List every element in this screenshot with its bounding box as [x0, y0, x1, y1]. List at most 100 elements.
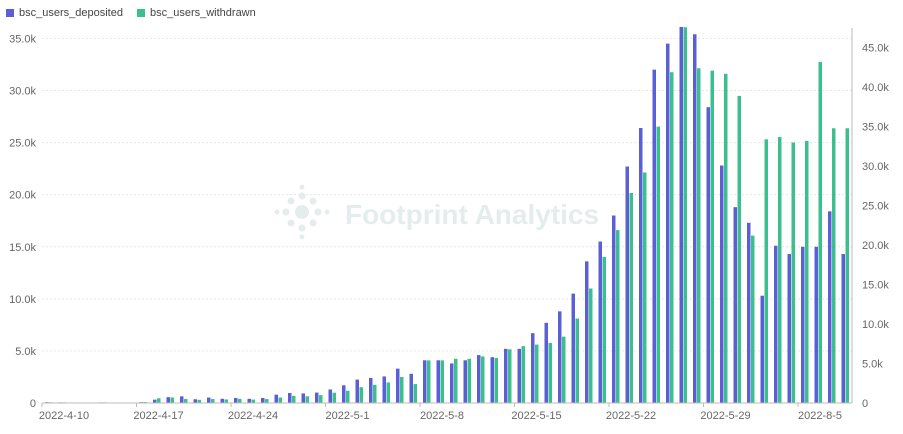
bar-withdrawn[interactable] [481, 356, 485, 403]
bar-deposited[interactable] [625, 166, 630, 403]
bar-withdrawn[interactable] [832, 128, 836, 403]
bar-withdrawn[interactable] [710, 70, 715, 403]
bar-deposited[interactable] [288, 393, 292, 403]
bar-withdrawn[interactable] [562, 336, 566, 403]
bar-deposited[interactable] [423, 360, 427, 403]
bar-deposited[interactable] [153, 399, 157, 403]
bar-deposited[interactable] [261, 398, 265, 403]
bar-deposited[interactable] [463, 360, 468, 403]
bar-deposited[interactable] [639, 128, 643, 403]
bar-deposited[interactable] [531, 333, 535, 403]
bar-deposited[interactable] [679, 26, 684, 403]
bar-deposited[interactable] [477, 355, 481, 403]
bar-deposited[interactable] [301, 393, 306, 403]
bar-deposited[interactable] [517, 348, 522, 403]
bar-withdrawn[interactable] [157, 398, 161, 403]
bar-withdrawn[interactable] [656, 126, 661, 404]
bar-withdrawn[interactable] [467, 358, 472, 403]
bar-deposited[interactable] [382, 376, 387, 403]
bar-withdrawn[interactable] [589, 288, 593, 403]
bar-deposited[interactable] [747, 222, 751, 403]
bar-deposited[interactable] [544, 322, 549, 403]
legend-item-deposited[interactable]: bsc_users_deposited [6, 7, 123, 19]
bar-withdrawn[interactable] [697, 68, 701, 404]
bar-deposited[interactable] [436, 360, 441, 403]
bar-deposited[interactable] [166, 397, 171, 403]
bar-withdrawn[interactable] [575, 318, 580, 403]
bar-deposited[interactable] [180, 396, 184, 403]
bar-withdrawn[interactable] [805, 140, 809, 404]
bar-deposited[interactable] [396, 368, 400, 403]
bar-deposited[interactable] [193, 399, 198, 403]
bar-deposited[interactable] [612, 215, 616, 404]
bar-deposited[interactable] [234, 398, 238, 403]
bar-withdrawn[interactable] [683, 27, 688, 404]
bar-withdrawn[interactable] [170, 397, 175, 403]
bar-withdrawn[interactable] [251, 399, 256, 403]
bar-withdrawn[interactable] [346, 390, 350, 403]
bar-withdrawn[interactable] [400, 376, 404, 403]
bar-withdrawn[interactable] [670, 72, 674, 404]
bar-deposited[interactable] [247, 398, 252, 403]
bar-withdrawn[interactable] [305, 396, 310, 403]
bar-withdrawn[interactable] [521, 346, 526, 403]
bar-withdrawn[interactable] [292, 395, 296, 403]
bar-withdrawn[interactable] [724, 73, 728, 403]
bar-deposited[interactable] [801, 246, 805, 403]
bar-deposited[interactable] [787, 254, 792, 403]
bar-withdrawn[interactable] [845, 128, 850, 403]
bar-deposited[interactable] [652, 69, 657, 404]
legend-item-withdrawn[interactable]: bsc_users_withdrawn [136, 7, 256, 19]
bar-deposited[interactable] [409, 373, 414, 403]
bar-deposited[interactable] [220, 398, 225, 403]
bar-withdrawn[interactable] [629, 193, 634, 403]
bar-withdrawn[interactable] [413, 384, 418, 403]
bar-deposited[interactable] [207, 397, 211, 403]
bar-withdrawn[interactable] [548, 343, 553, 403]
bar-withdrawn[interactable] [616, 230, 620, 403]
bar-withdrawn[interactable] [373, 384, 377, 403]
bar-deposited[interactable] [571, 293, 576, 403]
bar-deposited[interactable] [733, 207, 738, 403]
bar-withdrawn[interactable] [197, 399, 202, 403]
bar-withdrawn[interactable] [535, 344, 539, 403]
bar-deposited[interactable] [760, 295, 765, 403]
bar-withdrawn[interactable] [184, 399, 188, 403]
bar-withdrawn[interactable] [238, 398, 242, 403]
bar-withdrawn[interactable] [278, 397, 283, 403]
bar-withdrawn[interactable] [737, 95, 742, 403]
bar-deposited[interactable] [504, 348, 508, 403]
bar-withdrawn[interactable] [791, 142, 796, 403]
bar-withdrawn[interactable] [319, 395, 323, 403]
bar-withdrawn[interactable] [818, 61, 823, 404]
bar-deposited[interactable] [490, 357, 495, 403]
bar-deposited[interactable] [693, 34, 697, 403]
bar-deposited[interactable] [450, 363, 454, 403]
bar-withdrawn[interactable] [265, 399, 269, 403]
bar-deposited[interactable] [706, 107, 711, 404]
bar-deposited[interactable] [598, 241, 603, 403]
bar-deposited[interactable] [666, 43, 670, 403]
bar-deposited[interactable] [558, 311, 562, 403]
bar-deposited[interactable] [369, 378, 373, 403]
bar-withdrawn[interactable] [454, 358, 458, 403]
bar-withdrawn[interactable] [386, 382, 391, 403]
bar-withdrawn[interactable] [602, 256, 607, 403]
bar-withdrawn[interactable] [440, 360, 445, 403]
bar-withdrawn[interactable] [643, 172, 647, 403]
bar-withdrawn[interactable] [494, 358, 499, 403]
bar-deposited[interactable] [720, 165, 724, 404]
bar-deposited[interactable] [585, 261, 589, 403]
bar-deposited[interactable] [274, 394, 279, 403]
bar-deposited[interactable] [328, 389, 333, 403]
bar-deposited[interactable] [342, 385, 346, 403]
bar-deposited[interactable] [355, 379, 360, 403]
bar-withdrawn[interactable] [211, 399, 215, 403]
bar-withdrawn[interactable] [359, 387, 364, 403]
bar-deposited[interactable] [315, 392, 319, 403]
bar-withdrawn[interactable] [332, 392, 337, 403]
bar-deposited[interactable] [814, 246, 819, 403]
bar-withdrawn[interactable] [508, 349, 512, 403]
bar-withdrawn[interactable] [751, 235, 755, 403]
bar-withdrawn[interactable] [427, 360, 431, 403]
